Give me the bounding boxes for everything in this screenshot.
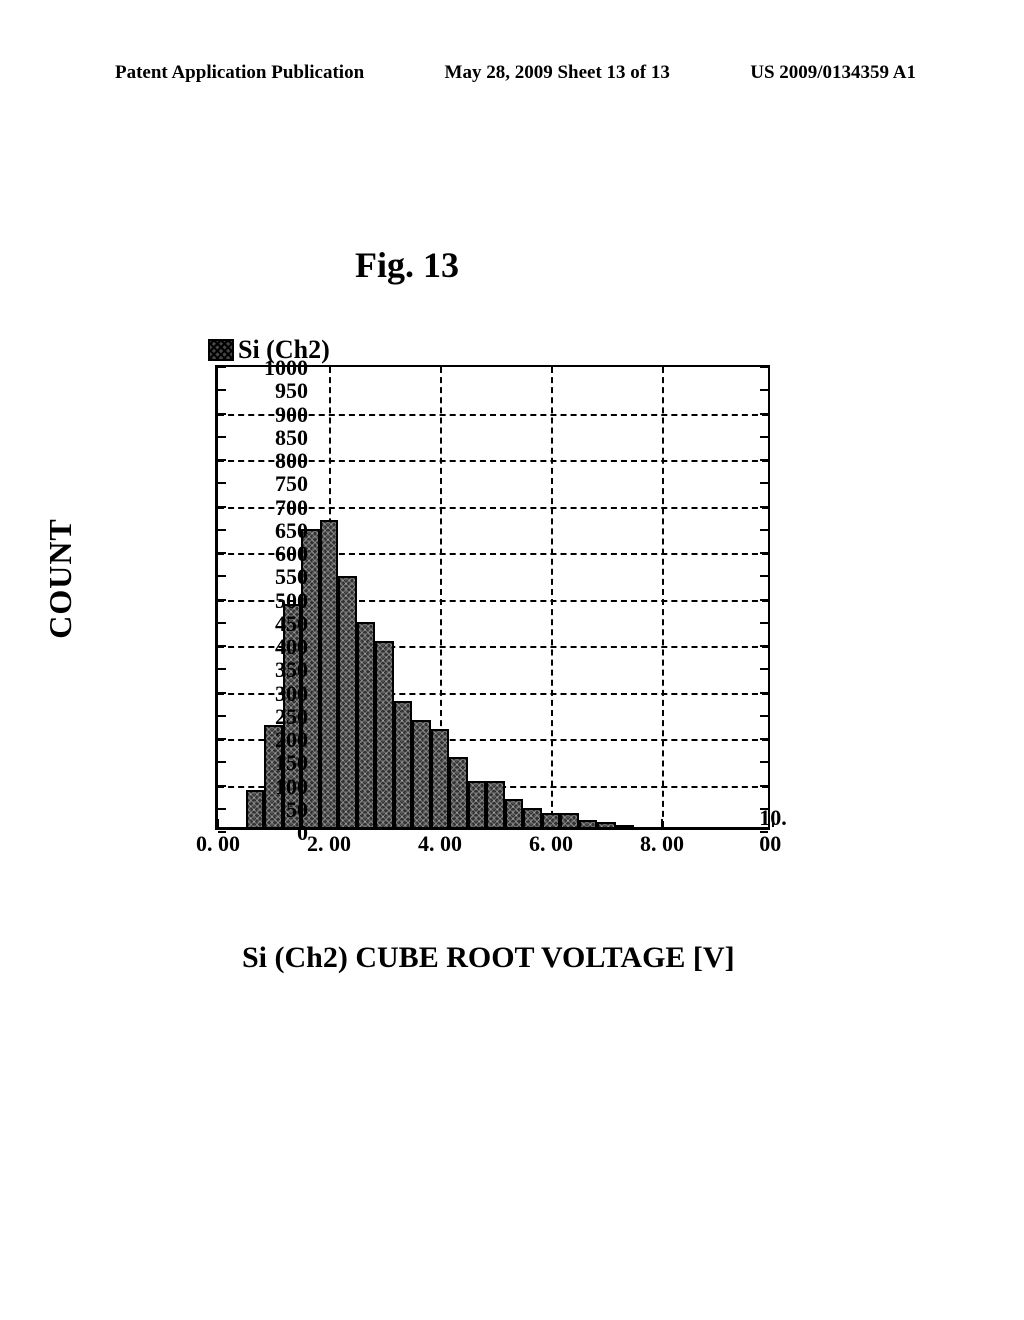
x-tick-label: 10. 00 bbox=[759, 805, 787, 857]
legend-swatch-icon bbox=[208, 339, 234, 361]
y-tick-label: 350 bbox=[248, 657, 308, 683]
x-tick-label: 0. 00 bbox=[196, 831, 240, 857]
y-tick-label: 400 bbox=[248, 634, 308, 660]
histogram-bar bbox=[523, 808, 541, 827]
histogram-bar bbox=[412, 720, 430, 827]
y-tick-label: 950 bbox=[248, 378, 308, 404]
y-tick-label: 100 bbox=[248, 774, 308, 800]
y-tick-label: 200 bbox=[248, 727, 308, 753]
x-axis-title: Si (Ch2) CUBE ROOT VOLTAGE [V] bbox=[242, 941, 735, 975]
page-header: Patent Application Publication May 28, 2… bbox=[0, 62, 1024, 84]
histogram-bar bbox=[431, 729, 449, 827]
y-tick-label: 850 bbox=[248, 425, 308, 451]
header-left: Patent Application Publication bbox=[115, 62, 364, 84]
y-tick-label: 700 bbox=[248, 495, 308, 521]
histogram-bar bbox=[468, 781, 486, 828]
y-tick-label: 50 bbox=[248, 797, 308, 823]
x-tick-label: 2. 00 bbox=[307, 831, 351, 857]
y-tick-label: 1000 bbox=[248, 355, 308, 381]
histogram-bar bbox=[357, 622, 375, 827]
histogram-chart: Si (Ch2) COUNT Si (Ch2) CUBE ROOT VOLTAG… bbox=[110, 340, 810, 900]
histogram-bar bbox=[505, 799, 523, 827]
histogram-bar bbox=[486, 781, 504, 828]
y-tick-label: 250 bbox=[248, 704, 308, 730]
x-tick-label: 8. 00 bbox=[640, 831, 684, 857]
header-center: May 28, 2009 Sheet 13 of 13 bbox=[445, 62, 670, 84]
y-tick-label: 900 bbox=[248, 402, 308, 428]
y-axis-title: COUNT bbox=[42, 518, 79, 639]
histogram-bar bbox=[597, 822, 615, 827]
y-tick-label: 800 bbox=[248, 448, 308, 474]
plot-area: 0501001502002503003504004505005506006507… bbox=[215, 365, 770, 830]
y-tick-label: 0 bbox=[248, 820, 308, 846]
histogram-bar bbox=[579, 820, 597, 827]
y-tick-label: 750 bbox=[248, 471, 308, 497]
histogram-bar bbox=[560, 813, 578, 827]
histogram-bar bbox=[542, 813, 560, 827]
y-tick-label: 650 bbox=[248, 518, 308, 544]
y-tick-label: 550 bbox=[248, 564, 308, 590]
histogram-bar bbox=[375, 641, 393, 827]
histogram-bar bbox=[616, 825, 634, 827]
histogram-bar bbox=[394, 701, 412, 827]
y-tick-label: 450 bbox=[248, 611, 308, 637]
y-tick-label: 300 bbox=[248, 681, 308, 707]
histogram-bar bbox=[320, 520, 338, 827]
histogram-bar bbox=[449, 757, 467, 827]
y-tick-label: 150 bbox=[248, 750, 308, 776]
header-right: US 2009/0134359 A1 bbox=[750, 62, 916, 84]
x-tick-label: 4. 00 bbox=[418, 831, 462, 857]
x-tick-label: 6. 00 bbox=[529, 831, 573, 857]
figure-title: Fig. 13 bbox=[355, 244, 459, 286]
histogram-bar bbox=[338, 576, 356, 827]
y-tick-label: 500 bbox=[248, 588, 308, 614]
y-tick-label: 600 bbox=[248, 541, 308, 567]
